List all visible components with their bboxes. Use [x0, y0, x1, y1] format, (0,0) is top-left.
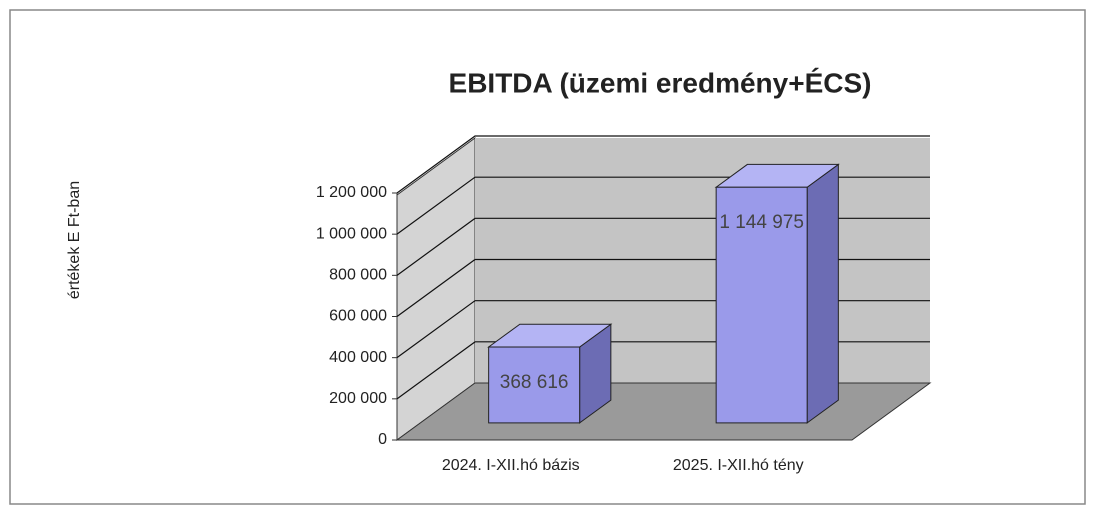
y-tick-label: 1 000 000: [316, 225, 387, 242]
bar-side: [806, 163, 839, 424]
grid-line: [396, 135, 930, 194]
y-tick-label: 600 000: [329, 308, 387, 325]
bar: [488, 346, 581, 424]
value-label: 1 144 975: [719, 212, 804, 233]
bar: [715, 186, 808, 424]
y-tick-label: 200 000: [329, 390, 387, 407]
chart-title: EBITDA (üzemi eredmény+ÉCS): [449, 67, 872, 98]
y-tick-label: 800 000: [329, 267, 387, 284]
y-tick-label: 1 200 000: [316, 184, 387, 201]
y-tick-label: 0: [378, 431, 387, 448]
x-tick-label: 2024. I-XII.hó bázis: [442, 457, 580, 474]
x-tick-label: 2025. I-XII.hó tény: [673, 457, 804, 474]
floor: [395, 382, 932, 441]
value-label: 368 616: [500, 372, 569, 393]
y-axis-label: értékek E Ft-ban: [66, 181, 83, 299]
y-tick-label: 400 000: [329, 349, 387, 366]
